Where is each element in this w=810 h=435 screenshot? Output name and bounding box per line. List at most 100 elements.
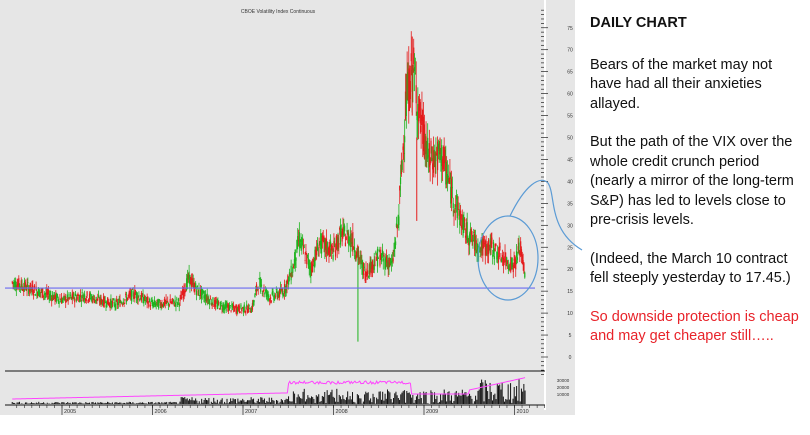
volume-bar	[169, 401, 171, 404]
volume-bar	[219, 401, 221, 404]
volume-bar	[275, 400, 277, 404]
candle-body	[342, 227, 344, 235]
candle-body	[244, 311, 246, 313]
volume-bar	[415, 396, 417, 404]
candle-body	[238, 305, 240, 312]
y-axis: 0 5 10 15 20 25 30 35 40 45 50 55 60 65 70 75 30000 20000…	[541, 0, 573, 410]
volume-bar	[166, 401, 168, 404]
candle-body	[303, 246, 305, 248]
volume-bar	[132, 402, 134, 404]
volume-bar	[183, 397, 185, 404]
candle-body	[129, 293, 131, 296]
candle-body	[351, 241, 353, 245]
x-tick-label: 2010	[517, 409, 529, 415]
candle-body	[267, 291, 269, 297]
volume-bar	[379, 391, 381, 404]
candle-body	[349, 234, 351, 248]
volume-bar	[175, 402, 177, 404]
candle-body	[298, 232, 300, 247]
candle-body	[431, 157, 433, 161]
candle-body	[470, 228, 472, 235]
volume-bar	[92, 401, 94, 404]
volume-bar	[514, 396, 516, 404]
candle-body	[294, 249, 296, 266]
candle-body	[423, 124, 426, 159]
volume-bar	[133, 403, 135, 404]
volume-bar	[449, 400, 451, 404]
candle-body	[306, 254, 309, 256]
candle-body	[458, 210, 460, 216]
candle-body	[386, 261, 388, 268]
candle-body	[498, 246, 500, 258]
volume-bar	[126, 402, 128, 404]
candle-body	[331, 245, 333, 251]
candle-body	[181, 296, 183, 300]
volume-bar	[72, 402, 74, 404]
candle-body	[258, 278, 260, 280]
volume-bar	[114, 402, 116, 404]
volume-bar	[378, 391, 380, 404]
candle-body	[318, 244, 320, 248]
volume-bar	[396, 395, 398, 404]
x-tick-label: 2005	[64, 409, 76, 415]
candle-body	[523, 263, 525, 273]
candle-body	[245, 310, 247, 312]
candle-body	[387, 260, 389, 270]
volume-bar	[508, 399, 510, 404]
volume-bar	[390, 399, 392, 404]
volume-bar	[286, 399, 288, 404]
candle-body	[495, 244, 497, 246]
volume-bar	[190, 400, 192, 404]
candle-body	[317, 255, 319, 257]
candle-body	[101, 299, 103, 303]
volume-bar	[476, 399, 478, 404]
candle-body	[312, 259, 314, 263]
volume-bar	[323, 396, 325, 404]
candle-body	[488, 249, 491, 251]
candle-body	[168, 304, 170, 306]
candle-body	[62, 297, 64, 300]
candle-body	[184, 291, 186, 294]
volume-bar	[207, 400, 209, 404]
candle-body	[16, 284, 18, 289]
volume-bar	[519, 401, 521, 404]
candle-body	[367, 276, 370, 278]
volume-bar	[388, 391, 390, 404]
y-tick-label: 50	[567, 136, 573, 142]
volume-bar	[500, 389, 502, 404]
candle-body	[190, 277, 192, 285]
candle-body	[460, 210, 462, 219]
volume-bar	[504, 401, 506, 404]
candle-body	[104, 300, 106, 303]
candle-body	[434, 153, 436, 168]
volume-bar	[330, 392, 332, 404]
candle-body	[218, 302, 220, 304]
volume-bar	[12, 402, 14, 404]
candle-body	[46, 289, 48, 295]
candle-body	[91, 296, 93, 299]
candle-body	[78, 296, 80, 303]
candle-body	[395, 223, 398, 227]
candle-body	[135, 291, 138, 299]
candle-body	[82, 297, 84, 302]
candle-body	[375, 251, 377, 254]
volume-bar	[356, 394, 358, 404]
candle-body	[322, 237, 324, 239]
volume-bar	[516, 386, 518, 404]
volume-bar	[312, 397, 314, 404]
volume-bar	[28, 403, 30, 404]
volume-bar	[498, 385, 500, 404]
candle-body	[37, 292, 39, 297]
candle-body	[127, 295, 129, 297]
candle-body	[95, 296, 97, 302]
candle-body	[144, 299, 147, 301]
volume-bar	[400, 394, 402, 404]
candle-body	[123, 303, 125, 305]
volume-bar	[308, 397, 310, 404]
candle-body	[343, 225, 345, 227]
volume-bar	[14, 402, 16, 404]
candle-body	[268, 296, 270, 298]
candle-body	[422, 116, 425, 152]
volume-bar	[233, 399, 235, 404]
y-tick-label: 5	[569, 333, 572, 339]
